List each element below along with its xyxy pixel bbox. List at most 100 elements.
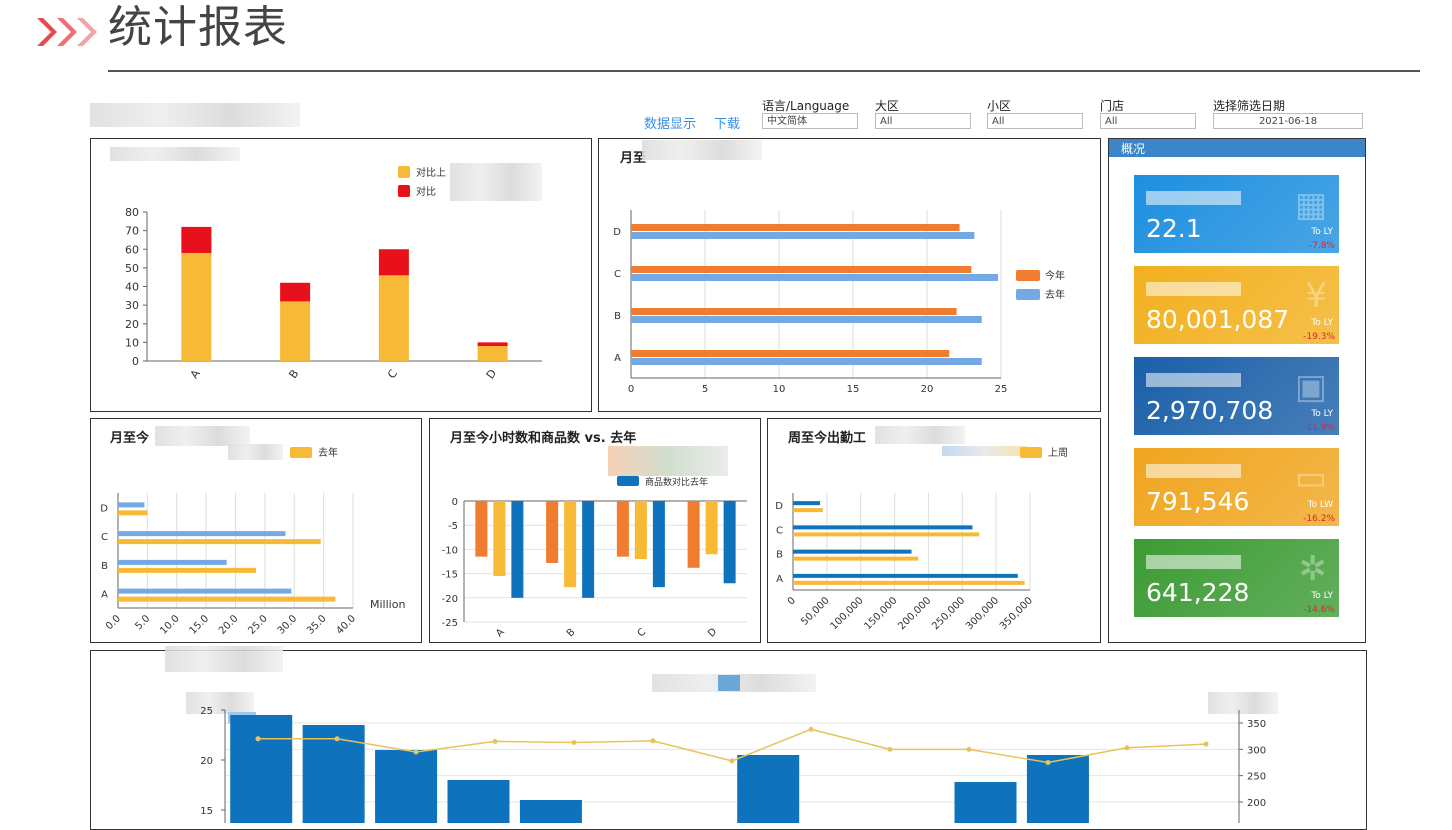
bar-A-series1 bbox=[118, 596, 336, 602]
y-tick-label: 0 bbox=[452, 497, 458, 508]
y-tick-label: C bbox=[101, 532, 108, 543]
y-tick-label: A bbox=[614, 353, 621, 364]
legend-swatch bbox=[1016, 289, 1040, 300]
right-tick-label: 250 bbox=[1247, 772, 1266, 783]
bar-A-series2 bbox=[511, 501, 524, 598]
y-tick-label: B bbox=[776, 550, 783, 561]
chart6-svg: 200 250 300 350 15 20 25 bbox=[200, 706, 1266, 823]
chart1-title-redacted bbox=[110, 147, 240, 161]
x-unit-label: Million bbox=[370, 598, 405, 611]
bar-C-series0 bbox=[631, 266, 972, 273]
bar-D-series0 bbox=[687, 501, 700, 568]
kpi-value: 80,001,087 bbox=[1146, 305, 1290, 334]
bar-A-series1 bbox=[493, 501, 506, 577]
y-tick-label: A bbox=[101, 590, 108, 601]
x-tick-label: 150,000 bbox=[862, 595, 899, 632]
kpi-card-2: ▣ 2,970,708 To LY -11.9% bbox=[1134, 357, 1339, 435]
x-tick-label: 250,000 bbox=[930, 595, 967, 632]
y-tick-label: -5 bbox=[448, 521, 458, 532]
bar-B-series2 bbox=[582, 501, 595, 598]
y-tick-label: A bbox=[776, 574, 783, 585]
combo-bar-11 bbox=[1026, 755, 1089, 823]
y-tick-label: -25 bbox=[442, 618, 458, 629]
date-picker[interactable]: 2021-06-18 bbox=[1213, 113, 1363, 129]
kpi-change-pct: -14.6% bbox=[1303, 605, 1335, 615]
bar-C-series1 bbox=[631, 274, 999, 281]
chart2-title-redacted bbox=[642, 140, 762, 160]
bar-D-series0 bbox=[118, 502, 145, 508]
page-title: 统计报表 bbox=[108, 2, 288, 53]
chart3-title: 月至今 bbox=[110, 431, 150, 446]
data-display-link[interactable]: 数据显示 bbox=[644, 117, 697, 132]
bar-D-series1 bbox=[705, 501, 718, 555]
chart3-svg: A B C D 0.0 5.0 10.0 15.0 20.0 25.0 30.0 35.0 40.0 Mi… bbox=[100, 446, 405, 637]
x-tick-label: 300,000 bbox=[964, 595, 1001, 632]
language-select[interactable]: 中文简体 bbox=[762, 113, 858, 129]
wallet-icon: ▣ bbox=[1294, 367, 1327, 407]
store-label: 门店 bbox=[1100, 99, 1125, 113]
x-tick-label: C bbox=[636, 627, 649, 640]
x-tick-label: D bbox=[484, 367, 500, 381]
chart2-title: 月至 bbox=[620, 151, 647, 166]
kpi-change-pct: -16.2% bbox=[1303, 514, 1335, 524]
y-tick-label: 30 bbox=[125, 299, 139, 312]
legend-swatch bbox=[290, 447, 312, 458]
subregion-select[interactable]: All bbox=[987, 113, 1083, 129]
bar-B-series1 bbox=[631, 316, 982, 323]
panel-weekly-attendance bbox=[767, 418, 1101, 643]
subregion-label: 小区 bbox=[987, 99, 1012, 113]
combo-point-4 bbox=[571, 739, 577, 745]
kpi-value: 791,546 bbox=[1146, 487, 1250, 516]
overview-header bbox=[1109, 139, 1365, 157]
combo-point-2 bbox=[413, 749, 419, 755]
kpi-label-redacted bbox=[1146, 464, 1241, 478]
download-link[interactable]: 下载 bbox=[714, 117, 741, 132]
y-tick-label: 60 bbox=[125, 243, 139, 256]
bar-D-series1 bbox=[118, 510, 148, 516]
bar-A-series1 bbox=[631, 358, 982, 365]
x-tick-label: A bbox=[494, 627, 507, 640]
chart6-rightaxis-redacted bbox=[1208, 692, 1278, 714]
bar-C-series1 bbox=[378, 249, 409, 276]
kpi-compare-label: To LY bbox=[1311, 318, 1333, 328]
y-tick-label: 10 bbox=[125, 336, 139, 349]
store-select[interactable]: All bbox=[1100, 113, 1196, 129]
region-select[interactable]: All bbox=[875, 113, 971, 129]
legend-swatch bbox=[617, 476, 639, 486]
legend-label: 去年 bbox=[318, 446, 338, 459]
combo-bar-3 bbox=[447, 780, 510, 823]
bar-B-series1 bbox=[280, 282, 311, 302]
x-tick-label: 25.0 bbox=[246, 613, 270, 637]
combo-point-1 bbox=[334, 736, 340, 742]
bar-A-series0 bbox=[118, 588, 292, 594]
bar-B-series0 bbox=[793, 549, 912, 554]
chart6-title-redacted bbox=[165, 646, 283, 672]
legend-swatch bbox=[1016, 270, 1040, 281]
kpi-card-4: ✲ 641,228 To LY -14.6% bbox=[1134, 539, 1339, 617]
kpi-card-0: ▦ 22.1 To LY -7.8% bbox=[1134, 175, 1339, 253]
chart3-legend-redacted bbox=[228, 444, 283, 460]
bar-B-series1 bbox=[564, 501, 577, 588]
x-tick-label: 100,000 bbox=[829, 595, 866, 632]
x-tick-label: 35.0 bbox=[305, 613, 329, 637]
x-tick-label: C bbox=[385, 367, 400, 381]
left-tick-label: 15 bbox=[200, 806, 213, 817]
x-tick-label: 5.0 bbox=[133, 613, 152, 632]
legend-label: 去年 bbox=[1045, 288, 1065, 301]
shopping-basket-icon: ▦ bbox=[1294, 185, 1327, 225]
bar-D-series1 bbox=[631, 232, 975, 239]
left-tick-label: 20 bbox=[200, 756, 213, 767]
kpi-change-pct: -7.8% bbox=[1308, 241, 1335, 251]
combo-point-12 bbox=[1203, 741, 1209, 747]
bar-D-series2 bbox=[723, 501, 736, 584]
y-tick-label: D bbox=[100, 503, 108, 514]
bar-B-series1 bbox=[793, 556, 919, 561]
x-tick-label: 20.0 bbox=[217, 613, 241, 637]
chart6-legend-swatch bbox=[718, 675, 740, 691]
kpi-compare-label: To LY bbox=[1311, 227, 1333, 237]
kpi-card-3: ▭ 791,546 To LW -16.2% bbox=[1134, 448, 1339, 526]
combo-point-0 bbox=[255, 736, 261, 742]
x-tick-label: D bbox=[706, 626, 719, 639]
y-tick-label: B bbox=[101, 561, 108, 572]
bar-B-series0 bbox=[280, 301, 311, 361]
